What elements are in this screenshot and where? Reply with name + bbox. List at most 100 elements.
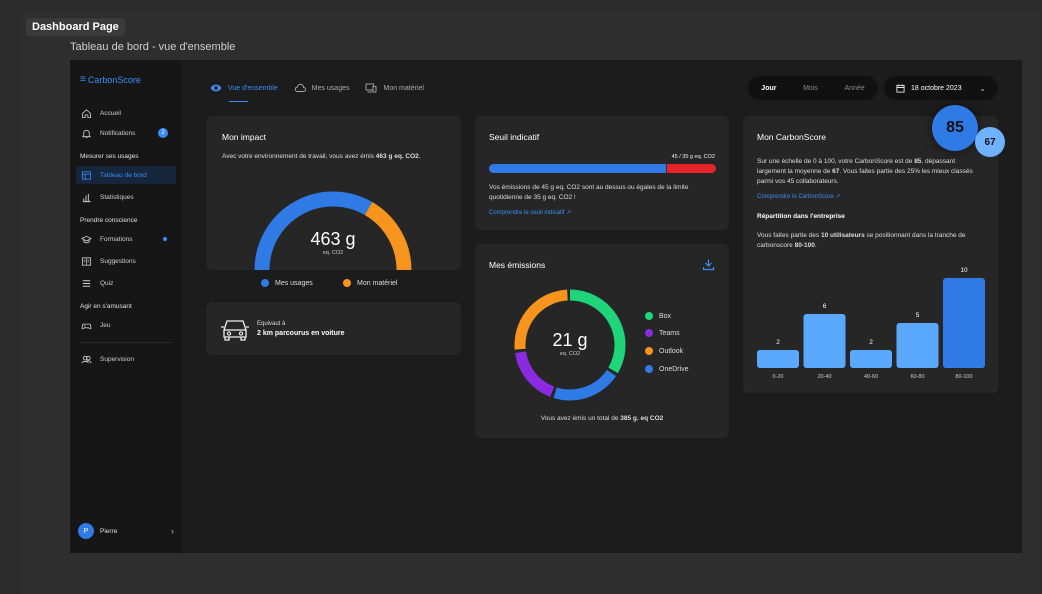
download-icon[interactable] — [702, 258, 715, 271]
impact-card: Mon impact Avec votre environnement de t… — [206, 116, 461, 271]
sidebar-item-notifications[interactable]: Notifications 2 — [76, 124, 176, 142]
sidebar-item-label: Notifications — [100, 129, 136, 137]
cloud-icon — [294, 83, 306, 92]
user-profile[interactable]: P Pierre › — [78, 522, 174, 540]
distribution-bar-chart: 2 0-20 6 20-40 2 40-60 5 60-80 10 80-100 — [757, 267, 985, 380]
distribution-bold-users: 10 utilisateurs — [820, 232, 865, 239]
bar-value-label: 2 — [776, 339, 780, 346]
distribution-text: se positionnant dans la tranche de carbo… — [757, 232, 966, 249]
legend-swatch — [645, 365, 653, 373]
tab-mes-usages[interactable]: Mes usages — [294, 80, 349, 96]
carbonscore-link-label: Comprendre le CarbonScore — [757, 194, 834, 200]
gamepad-icon — [81, 323, 92, 329]
emissions-title: Mes émissions — [489, 260, 546, 270]
sidebar-item-formations[interactable]: Formations — [76, 230, 176, 248]
impact-value: 463 g — [310, 229, 356, 249]
frame-subtitle: Tableau de bord - vue d'ensemble — [70, 41, 236, 53]
gauge-materiel-arc — [364, 202, 412, 271]
carbonscore-card: Mon CarbonScore Sur une échelle de 0 à 1… — [743, 116, 998, 393]
user-name: Pierre — [100, 527, 118, 535]
impact-unit: eq. CO2 — [322, 250, 344, 256]
eye-icon — [210, 84, 222, 92]
sidebar-item-supervision[interactable]: Supervision — [76, 350, 176, 368]
brand-logo[interactable]: ≡ CarbonScore — [80, 74, 141, 85]
sidebar-item-label: Formations — [100, 235, 133, 243]
date-picker-button[interactable]: 18 octobre 2023 ⌄ — [884, 76, 998, 100]
external-link-icon: ↗ — [566, 210, 572, 216]
donut-segment-onedrive — [514, 289, 626, 401]
impact-title: Mon impact — [222, 132, 266, 142]
bar-value-label: 6 — [823, 303, 827, 310]
legend-label: Mes usages — [275, 279, 313, 287]
logo-icon: ≡ — [80, 74, 86, 85]
bar-40-60 — [850, 350, 892, 368]
sidebar-item-label: Quiz — [100, 279, 114, 287]
emissions-total-bold: 385 g. eq CO2 — [620, 415, 664, 422]
sidebar-item-jeu[interactable]: Jeu — [76, 316, 176, 334]
average-score-badge: 67 — [975, 127, 1005, 157]
external-link-icon: ↗ — [835, 194, 841, 200]
emissions-value: 21 g — [552, 330, 588, 350]
distribution-text: . — [814, 242, 817, 249]
legend-label: OneDrive — [659, 365, 689, 373]
legend-label: Outlook — [659, 347, 684, 355]
carbonscore-text-average: 67 — [832, 168, 840, 175]
distribution-description: Vous faites partie des 10 utilisateurs s… — [757, 231, 985, 251]
home-icon — [81, 108, 92, 118]
sidebar-item-statistiques[interactable]: Statistiques — [76, 188, 176, 206]
chevron-right-icon: › — [171, 526, 174, 536]
donut-segment-box — [514, 289, 626, 401]
sidebar-item-accueil[interactable]: Accueil — [76, 104, 176, 122]
equivalent-label: Equivaut à — [257, 321, 286, 327]
tab-bar: Vue d'ensemble Mes usages Mon matériel — [210, 80, 424, 102]
user-score-badge: 85 — [932, 105, 978, 151]
threshold-fill-over — [667, 164, 716, 173]
threshold-link[interactable]: Comprendre le seuil indicatif ↗ — [489, 209, 571, 216]
bar-category-label: 60-80 — [910, 374, 924, 380]
section-label-mesurer: Mesurer ses usages — [80, 153, 139, 160]
emissions-legend-outlook: Outlook — [645, 347, 683, 355]
avatar: P — [78, 523, 94, 539]
devices-icon — [366, 83, 377, 93]
tab-mon-materiel[interactable]: Mon matériel — [365, 80, 424, 96]
car-icon — [221, 320, 249, 341]
threshold-title: Seuil indicatif — [489, 132, 540, 142]
carbonscore-title: Mon CarbonScore — [757, 132, 826, 142]
brand-name: CarbonScore — [87, 74, 141, 85]
emissions-legend-box: Box — [645, 312, 671, 320]
period-selector: Jour Mois Année — [748, 76, 878, 100]
bar-80-100 — [943, 278, 985, 368]
equivalent-card: Equivaut à 2 km parcourus en voiture — [206, 302, 461, 355]
bar-0-20 — [757, 350, 799, 368]
book-icon — [81, 256, 92, 266]
period-option-jour[interactable]: Jour — [761, 84, 777, 92]
carbonscore-text: , dépassant largement la moyenne de — [757, 158, 956, 175]
app-window: ≡ CarbonScore Accueil Notifications 2 Me… — [70, 60, 1022, 553]
legend-label: Mon matériel — [357, 279, 398, 287]
carbonscore-link[interactable]: Comprendre le CarbonScore ↗ — [757, 193, 840, 200]
bar-20-40 — [803, 314, 846, 368]
bar-value-label: 2 — [869, 339, 873, 346]
bar-category-label: 20-40 — [817, 374, 831, 380]
sidebar-item-label: Jeu — [100, 321, 111, 329]
bar-value-label: 5 — [916, 312, 920, 319]
period-option-annee[interactable]: Année — [844, 84, 865, 92]
sidebar-item-quiz[interactable]: Quiz — [76, 274, 176, 292]
legend-swatch — [343, 279, 351, 287]
tab-label: Mon matériel — [383, 84, 424, 92]
impact-description: Avec votre environnement de travail, vou… — [222, 152, 450, 162]
sidebar: ≡ CarbonScore Accueil Notifications 2 Me… — [70, 60, 182, 553]
tab-vue-ensemble[interactable]: Vue d'ensemble — [210, 80, 278, 102]
sidebar-item-suggestions[interactable]: Suggestions — [76, 252, 176, 270]
bell-icon — [81, 129, 92, 138]
emissions-total: Vous avez émis un total de 385 g. eq CO2 — [475, 415, 729, 422]
period-option-mois[interactable]: Mois — [803, 84, 818, 92]
impact-text: Avec votre environnement de travail, vou… — [222, 153, 376, 160]
threshold-text: Vos émissions de 45 g eq. CO2 sont au de… — [489, 184, 689, 201]
emissions-legend-teams: Teams — [645, 329, 680, 337]
tab-label: Vue d'ensemble — [228, 84, 278, 92]
legend-swatch — [645, 329, 653, 337]
sidebar-item-tableau-de-bord[interactable]: Tableau de bord — [76, 166, 176, 184]
threshold-ratio: 45 / 35 g eq. CO2 — [671, 154, 715, 160]
emissions-card: Mes émissions 21 g eq. CO2 Box Teams Out… — [475, 244, 729, 438]
